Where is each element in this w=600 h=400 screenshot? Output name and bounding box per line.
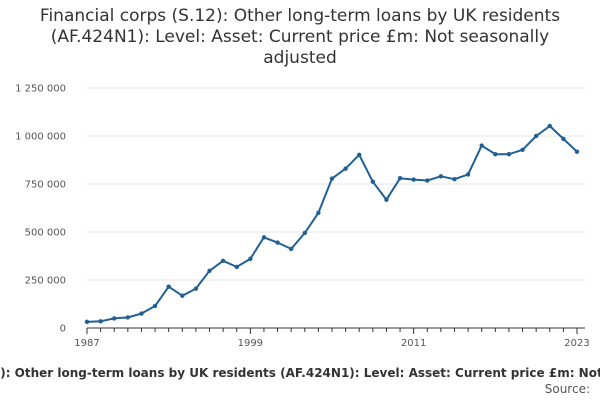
data-point (547, 123, 552, 129)
data-point (506, 152, 512, 157)
source-label: Source: (544, 382, 590, 396)
data-point (193, 286, 199, 291)
data-point (98, 319, 103, 324)
data-point (438, 174, 444, 179)
data-point (288, 246, 294, 252)
data-point (520, 147, 525, 153)
gridlines (87, 87, 585, 329)
data-point (84, 319, 90, 325)
data-point (275, 240, 280, 245)
data-point (370, 179, 376, 184)
y-tick-label: 1 250 000 (15, 84, 66, 95)
data-point (125, 315, 131, 320)
axes: 0 250 000 500 000 750 000 1 000 000 1 250 000… (15, 84, 590, 350)
data-point (574, 149, 580, 154)
data-point (166, 284, 171, 289)
x-tick-label: 2023 (564, 338, 589, 349)
data-point (316, 210, 321, 215)
series-layer (84, 123, 580, 325)
data-point (397, 176, 403, 181)
y-tick-label: 750 000 (25, 180, 66, 191)
data-point (180, 293, 185, 298)
data-point (343, 166, 348, 171)
data-point (561, 136, 566, 142)
data-point (357, 152, 362, 158)
x-tick-label: 1987 (74, 338, 99, 349)
x-axis-title: Financial corps (S.12): Other long-term … (0, 366, 600, 380)
chart-title: Financial corps (S.12): Other long-term … (39, 6, 561, 68)
x-tick-label: 2011 (401, 338, 426, 349)
data-point (207, 268, 212, 273)
data-point (425, 178, 430, 183)
data-point (261, 235, 267, 240)
series-line (86, 125, 578, 323)
data-point (329, 176, 335, 181)
data-point (234, 264, 239, 270)
data-point (411, 177, 416, 182)
data-point (493, 152, 498, 157)
data-point (452, 177, 457, 182)
x-tick-label: 1999 (238, 338, 263, 349)
y-tick-label: 0 (60, 324, 66, 335)
y-tick-label: 250 000 (25, 276, 66, 287)
x-axis-title-row: Financial corps (S.12): Other long-term … (0, 366, 600, 382)
data-point (479, 143, 484, 148)
data-point (248, 256, 253, 262)
data-point (152, 303, 158, 309)
data-point (384, 197, 389, 202)
y-tick-label: 500 000 (25, 228, 66, 239)
data-point (112, 316, 117, 321)
data-point (533, 133, 539, 139)
data-point (139, 311, 144, 316)
data-point (465, 172, 471, 177)
y-tick-label: 1 000 000 (15, 132, 66, 143)
data-point (302, 230, 307, 236)
data-point (220, 258, 226, 263)
